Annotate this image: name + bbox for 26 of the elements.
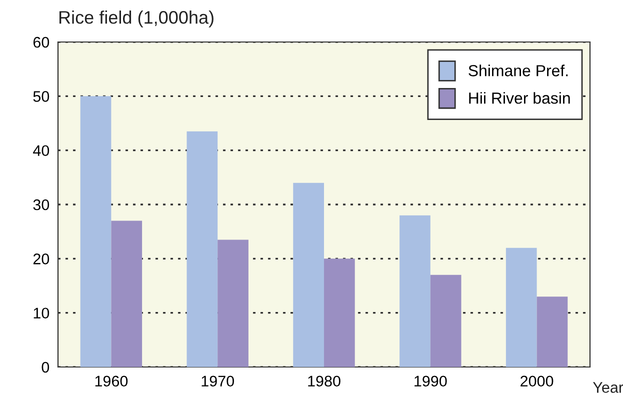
x-tick-label: 1970 <box>202 376 234 387</box>
bar <box>186 131 218 367</box>
bar <box>506 248 537 367</box>
bar <box>400 215 430 367</box>
y-tick-label: 50 <box>33 91 50 102</box>
y-tick-label: 40 <box>33 145 50 156</box>
x-tick-label: 1960 <box>95 376 128 387</box>
y-tick-label: 10 <box>34 308 50 319</box>
bar <box>218 240 248 367</box>
x-tick-label: 1980 <box>308 376 340 387</box>
y-tick-label: 0 <box>42 362 50 373</box>
y-tick-label: 20 <box>33 254 50 264</box>
bar <box>536 296 568 367</box>
legend-label: Shimane Pref. <box>468 64 568 76</box>
bar <box>111 220 142 367</box>
bar <box>324 258 355 367</box>
x-tick-label: 2000 <box>520 376 554 387</box>
y-tick-label: 60 <box>33 36 50 48</box>
bar <box>293 182 324 367</box>
legend-label: Hii River basin <box>469 92 570 104</box>
y-axis-title: Rice field (1,000ha) <box>59 10 214 28</box>
bar <box>430 274 462 367</box>
y-tick-label: 30 <box>33 199 50 210</box>
x-axis-title: Year <box>592 382 623 393</box>
x-tick-label: 1990 <box>414 376 447 387</box>
bar <box>80 96 112 367</box>
